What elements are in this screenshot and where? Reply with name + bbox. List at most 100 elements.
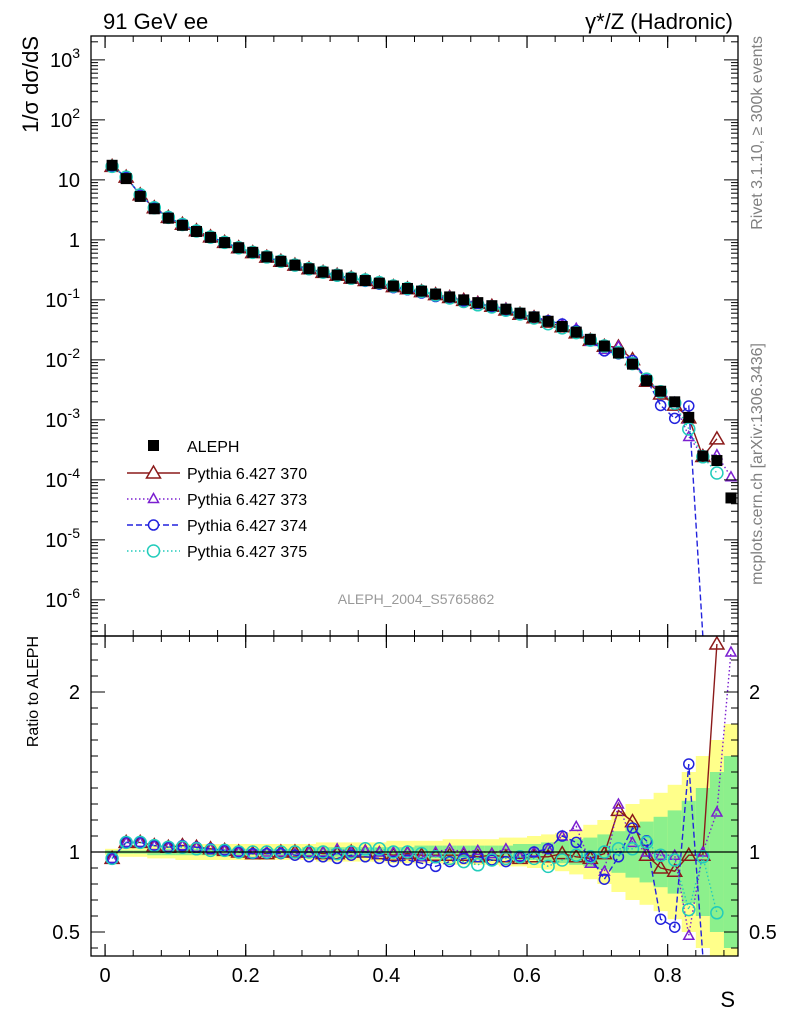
- data-point-aleph: [373, 277, 385, 289]
- y-tick-label-main: 103: [50, 45, 80, 72]
- legend-marker-373: [147, 491, 160, 504]
- axes: 0 0.2 0.4 0.6 0.810310210110-110-210-310-410…: [45, 36, 777, 987]
- data-point-aleph: [584, 333, 596, 345]
- data-point-ratio: [639, 835, 654, 850]
- y-tick-label-ratio-right: 1: [749, 842, 760, 864]
- data-point-ratio: [542, 843, 554, 855]
- data-point-aleph: [458, 294, 470, 306]
- data-point-aleph: [247, 246, 259, 258]
- data-point-ratio: [696, 850, 710, 864]
- data-point-ratio: [330, 846, 344, 861]
- series-line-main: [111, 165, 732, 478]
- data-point-ratio: [652, 859, 669, 874]
- data-point-ratio: [414, 846, 429, 861]
- data-point-ratio: [539, 848, 557, 863]
- data-point-main: [708, 430, 726, 445]
- data-point-aleph: [261, 251, 273, 263]
- data-point-ratio: [134, 836, 146, 849]
- data-point-aleph: [627, 358, 639, 370]
- data-point-ratio: [372, 842, 387, 856]
- data-point-main: [724, 470, 738, 482]
- legend-marker-374: [147, 519, 160, 531]
- data-point-main: [274, 254, 288, 269]
- data-point-aleph: [598, 340, 610, 352]
- x-tick-label: 0.6: [513, 965, 541, 987]
- data-point-ratio: [653, 848, 668, 862]
- data-point-aleph: [275, 255, 287, 267]
- data-point-ratio: [358, 842, 373, 856]
- data-point-main: [668, 412, 681, 425]
- data-point-aleph: [697, 450, 709, 462]
- data-point-ratio: [415, 857, 428, 869]
- data-point-aleph: [725, 492, 737, 504]
- data-point-ratio: [485, 853, 499, 867]
- data-point-aleph: [148, 203, 160, 215]
- rivet-label: Rivet 3.1.10, ≥ 300k events: [749, 36, 766, 230]
- data-point-ratio: [401, 854, 414, 866]
- data-point-main: [203, 230, 218, 244]
- data-point-main: [710, 466, 724, 480]
- data-point-aleph: [331, 269, 343, 281]
- data-point-ratio: [428, 850, 443, 864]
- data-point-ratio: [611, 842, 626, 856]
- legend-label-373: Pythia 6.427 373: [187, 492, 307, 509]
- legend-label-374: Pythia 6.427 374: [187, 518, 307, 535]
- data-point-aleph: [416, 285, 428, 297]
- data-point-aleph: [711, 455, 723, 467]
- data-point-ratio: [708, 635, 726, 650]
- data-point-ratio: [668, 921, 681, 933]
- data-point-aleph: [542, 315, 554, 327]
- data-point-aleph: [219, 237, 231, 249]
- y-axis-title-ratio: Ratio to ALEPH: [25, 636, 42, 747]
- y-tick-label-main: 10-4: [45, 465, 80, 492]
- data-point-ratio: [471, 843, 485, 856]
- x-tick-label: 0.4: [372, 965, 400, 987]
- data-point-ratio: [415, 850, 428, 862]
- data-point-ratio: [120, 836, 132, 849]
- data-point-main: [682, 429, 696, 442]
- data-point-aleph: [303, 263, 315, 275]
- data-point-ratio: [175, 840, 190, 854]
- data-point-ratio: [203, 843, 218, 858]
- data-point-ratio: [541, 859, 555, 874]
- data-point-ratio: [300, 843, 318, 858]
- legend-label-375: Pythia 6.427 375: [187, 544, 307, 561]
- x-axis-title: S: [720, 987, 735, 1012]
- data-point-ratio: [513, 850, 527, 864]
- y-tick-label-ratio-right: 0.5: [749, 922, 777, 944]
- header-left: 91 GeV ee: [103, 9, 208, 34]
- data-point-ratio: [710, 805, 724, 817]
- y-tick-label-main: 10-1: [45, 285, 80, 312]
- data-point-main: [597, 339, 612, 353]
- legend-entry-370: Pythia 6.427 370: [127, 464, 307, 483]
- data-point-ratio: [710, 906, 724, 920]
- data-point-ratio: [106, 852, 118, 865]
- series-aleph: [106, 159, 737, 504]
- data-point-aleph: [134, 190, 146, 202]
- y-tick-label-ratio: 1: [69, 842, 80, 864]
- data-point-ratio: [654, 913, 667, 925]
- data-point-ratio: [556, 830, 568, 842]
- data-point-main: [288, 258, 302, 272]
- data-point-ratio: [569, 819, 583, 832]
- series-line-main: [111, 165, 718, 458]
- data-point-ratio: [598, 873, 611, 885]
- data-point-main: [683, 400, 695, 412]
- data-point-aleph: [317, 266, 329, 278]
- data-point-aleph: [444, 291, 456, 303]
- y-tick-label-main: 102: [50, 105, 80, 132]
- data-point-aleph: [401, 282, 413, 294]
- legend-entry-aleph: ALEPH: [148, 439, 239, 456]
- data-point-main: [260, 250, 274, 264]
- legend-marker-375: [146, 544, 161, 558]
- legend-entry-375: Pythia 6.427 375: [127, 544, 307, 561]
- x-tick-label: 0.8: [654, 965, 682, 987]
- y-tick-label-main: 10-5: [45, 525, 80, 552]
- data-point-main: [302, 262, 316, 276]
- data-point-ratio: [471, 858, 485, 872]
- data-point-main: [682, 422, 696, 436]
- y-tick-label-ratio: 2: [69, 682, 80, 704]
- mcplots-label: mcplots.cern.ch [arXiv:1306.3436]: [749, 343, 766, 585]
- data-point-main: [217, 235, 232, 250]
